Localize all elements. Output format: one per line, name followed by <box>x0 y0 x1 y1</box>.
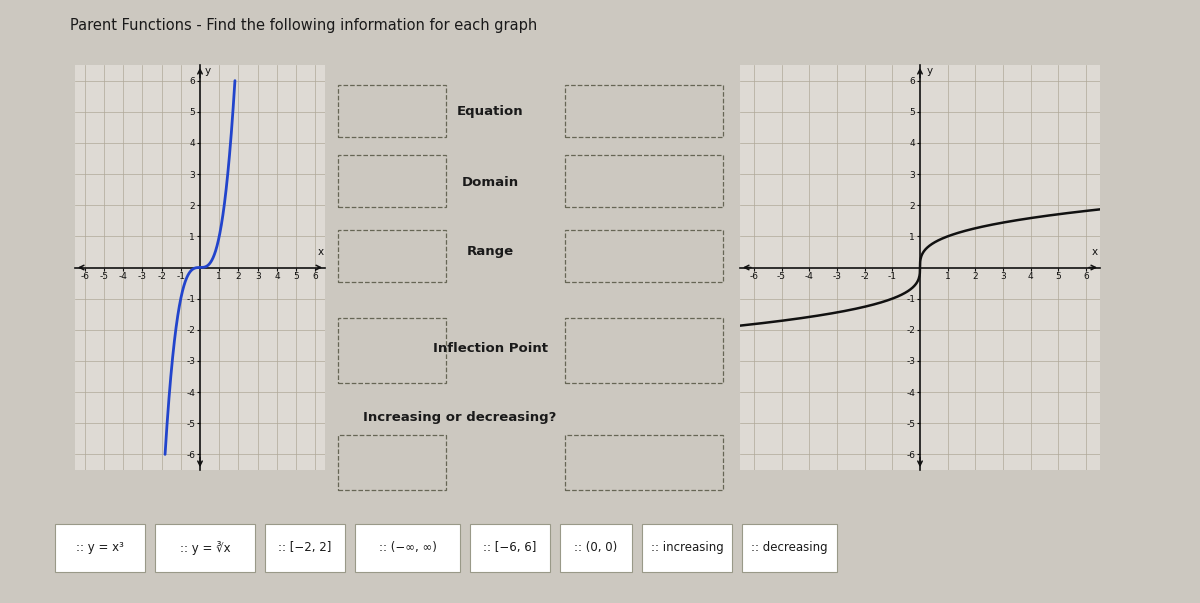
Bar <box>338 230 446 282</box>
Bar <box>338 318 446 383</box>
Bar <box>470 524 550 572</box>
Bar <box>265 524 346 572</box>
Text: :: decreasing: :: decreasing <box>751 541 828 555</box>
Bar <box>338 85 446 137</box>
Text: Equation: Equation <box>457 106 523 119</box>
Bar <box>338 155 446 207</box>
Text: :: [−2, 2]: :: [−2, 2] <box>278 541 331 555</box>
Text: Inflection Point: Inflection Point <box>432 341 547 355</box>
Bar <box>565 85 724 137</box>
Text: :: y = ∛x: :: y = ∛x <box>180 541 230 555</box>
Bar <box>355 524 460 572</box>
Text: :: (0, 0): :: (0, 0) <box>575 541 618 555</box>
Text: Domain: Domain <box>462 175 518 189</box>
Text: :: y = x³: :: y = x³ <box>76 541 124 555</box>
Text: :: (−∞, ∞): :: (−∞, ∞) <box>378 541 437 555</box>
Bar <box>742 524 838 572</box>
Bar <box>55 524 145 572</box>
Bar <box>560 524 632 572</box>
Text: x: x <box>318 247 324 257</box>
Bar <box>565 435 724 490</box>
Text: y: y <box>205 66 211 76</box>
Text: :: increasing: :: increasing <box>650 541 724 555</box>
Text: y: y <box>926 66 934 76</box>
Bar <box>155 524 256 572</box>
Text: :: [−6, 6]: :: [−6, 6] <box>484 541 536 555</box>
Text: Parent Functions - Find the following information for each graph: Parent Functions - Find the following in… <box>70 18 538 33</box>
Text: x: x <box>1091 247 1098 257</box>
Bar <box>338 435 446 490</box>
Text: Increasing or decreasing?: Increasing or decreasing? <box>364 411 557 425</box>
Bar <box>642 524 732 572</box>
Bar <box>565 318 724 383</box>
Text: Range: Range <box>467 245 514 259</box>
Bar <box>565 155 724 207</box>
Bar <box>565 230 724 282</box>
